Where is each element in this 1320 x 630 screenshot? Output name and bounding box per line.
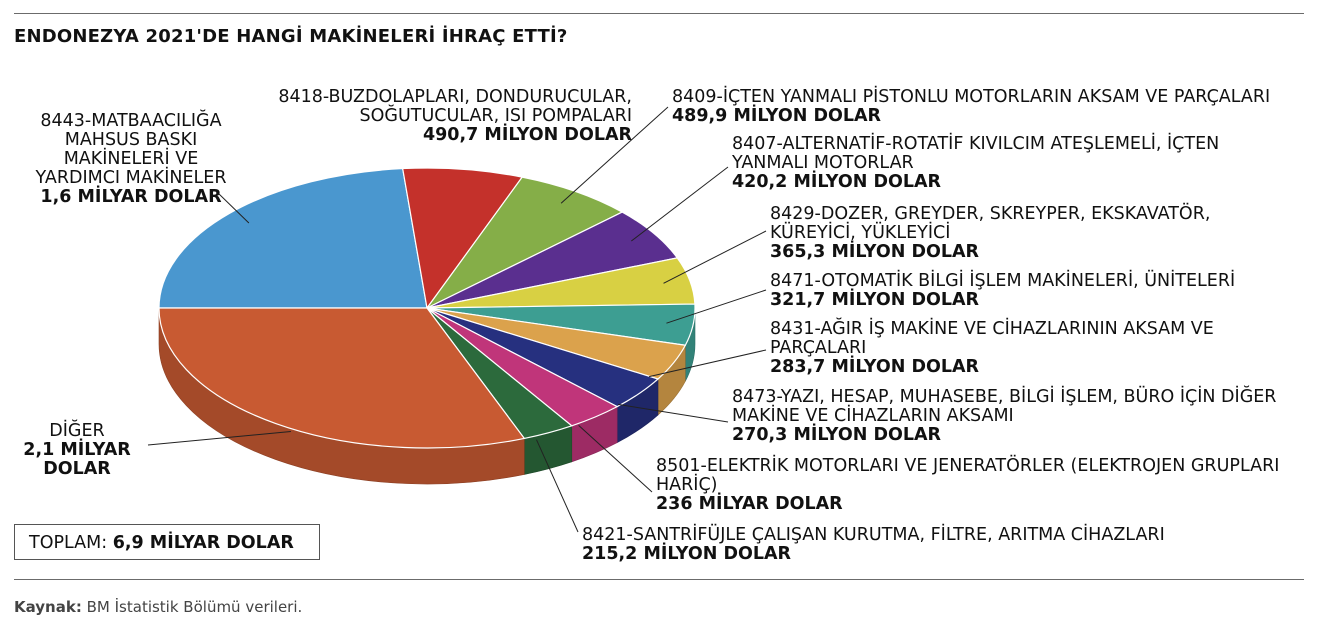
leader-diger [147,430,291,446]
leader-s8443 [217,192,250,224]
label-8407-value: 420,2 MİLYON DOLAR [732,172,942,192]
total-label: TOPLAM: [29,533,108,553]
label-diger-value1: 2,1 MİLYAR [23,440,131,460]
label-diger-value2: DOLAR [43,459,111,479]
leader-s8421 [536,439,579,533]
label-diger: DİĞER 2,1 MİLYAR DOLAR [14,422,140,479]
leader-s8473 [617,403,729,423]
label-8473-line1: 8473-YAZI, HESAP, MUHASEBE, BİLGİ İŞLEM,… [732,387,1277,407]
label-8443-line2: MAHSUS BASKI [64,130,198,150]
label-8421-value: 215,2 MİLYON DOLAR [582,544,792,564]
label-8429-line2: KÜREYİCİ, YÜKLEYİCİ [770,223,951,243]
label-8473: 8473-YAZI, HESAP, MUHASEBE, BİLGİ İŞLEM,… [732,388,1302,445]
label-8418-value: 490,7 MİLYON DOLAR [422,125,632,145]
leader-s8431 [648,349,767,378]
leader-s8471 [666,289,767,324]
source-text: BM İstatistik Bölümü verileri. [86,598,303,616]
label-8471-line1: 8471-OTOMATİK BİLGİ İŞLEM MAKİNELERİ, ÜN… [770,271,1236,291]
label-8418-line2: SOĞUTUCULAR, ISI POMPALARI [359,106,632,126]
total-box: TOPLAM: 6,9 MİLYAR DOLAR [14,524,320,560]
label-8471: 8471-OTOMATİK BİLGİ İŞLEM MAKİNELERİ, ÜN… [770,272,1300,310]
label-8409: 8409-İÇTEN YANMALI PİSTONLU MOTORLARIN A… [672,88,1302,126]
label-8443: 8443-MATBAACILIĞA MAHSUS BASKI MAKİNELER… [14,112,248,207]
source-note: Kaynak: BM İstatistik Bölümü verileri. [14,598,302,616]
label-8473-value: 270,3 MİLYON DOLAR [732,425,942,445]
leader-s8501 [578,425,653,493]
label-8409-line1: 8409-İÇTEN YANMALI PİSTONLU MOTORLARIN A… [672,87,1271,107]
label-8443-value: 1,6 MİLYAR DOLAR [40,187,222,207]
label-8501-line1: 8501-ELEKTRİK MOTORLARI VE JENERATÖRLER … [656,456,1280,476]
label-8471-value: 321,7 MİLYON DOLAR [770,290,980,310]
label-8421: 8421-SANTRİFÜJLE ÇALIŞAN KURUTMA, FİLTRE… [582,526,1282,564]
label-8429: 8429-DOZER, GREYDER, SKREYPER, EKSKAVATÖ… [770,205,1300,262]
leader-lines [147,106,767,533]
pie-top-faces [158,167,696,449]
label-8443-line4: YARDIMCI MAKİNELER [35,168,227,188]
label-8418: 8418-BUZDOLAPLARI, DONDURUCULAR, SOĞUTUC… [230,88,632,145]
label-diger-line1: DİĞER [49,421,105,441]
label-8501-value: 236 MİLYAR DOLAR [656,494,843,514]
chart-title: ENDONEZYA 2021'DE HANGİ MAKİNELERİ İHRAÇ… [14,26,568,47]
label-8429-value: 365,3 MİLYON DOLAR [770,242,980,262]
label-8431-value: 283,7 MİLYON DOLAR [770,357,980,377]
pie-slice-s8418 [401,167,524,310]
total-value: 6,9 MİLYAR DOLAR [112,533,294,553]
label-8407-line1: 8407-ALTERNATİF-ROTATİF KIVILCIM ATEŞLEM… [732,134,1220,154]
leader-s8429 [663,230,767,284]
label-8501: 8501-ELEKTRİK MOTORLARI VE JENERATÖRLER … [656,457,1306,514]
label-8429-line1: 8429-DOZER, GREYDER, SKREYPER, EKSKAVATÖ… [770,204,1211,224]
leader-s8407 [631,166,729,242]
label-8431-line1: 8431-AĞIR İŞ MAKİNE VE CİHAZLARININ AKSA… [770,319,1214,339]
source-label: Kaynak: [14,598,82,616]
label-8501-line2: HARİÇ) [656,475,718,495]
label-8407-line2: YANMALI MOTORLAR [732,153,914,173]
label-8443-line3: MAKİNELERİ VE [63,149,199,169]
label-8409-value: 489,9 MİLYON DOLAR [672,106,882,126]
pie-slice-s8409 [426,176,624,309]
leader-s8409 [560,106,669,204]
label-8443-line1: 8443-MATBAACILIĞA [40,111,222,131]
bottom-rule [14,579,1304,580]
label-8431: 8431-AĞIR İŞ MAKİNE VE CİHAZLARININ AKSA… [770,320,1300,377]
label-8407: 8407-ALTERNATİF-ROTATİF KIVILCIM ATEŞLEM… [732,135,1292,192]
pie-slice-diger [158,307,526,449]
label-8421-line1: 8421-SANTRİFÜJLE ÇALIŞAN KURUTMA, FİLTRE… [582,525,1165,545]
label-8473-line2: MAKİNE VE CİHAZLARIN AKSAMI [732,406,1014,426]
label-8431-line2: PARÇALARI [770,338,867,358]
pie-side-walls [158,307,696,485]
label-8418-line1: 8418-BUZDOLAPLARI, DONDURUCULAR, [278,87,632,107]
pie-slice-s8443 [158,167,428,309]
top-rule [14,13,1304,14]
